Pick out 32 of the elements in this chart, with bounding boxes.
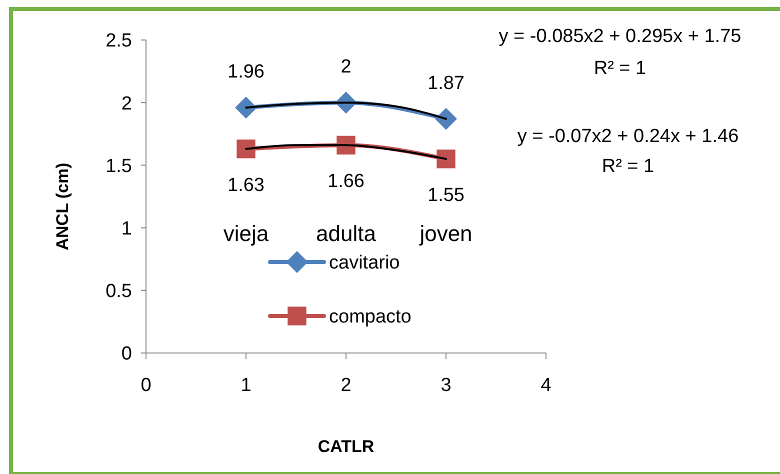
annotation: adulta [316, 221, 377, 246]
x-tick-label: 0 [140, 375, 152, 396]
y-tick-label: 2 [121, 93, 132, 114]
x-axis-title: CATLR [318, 437, 374, 456]
point [435, 108, 457, 130]
text: R² = 1 [594, 58, 646, 79]
y-tick-label: 2.5 [106, 30, 132, 52]
data-label: 1.55 [428, 184, 464, 206]
x-tick-label: 4 [540, 375, 552, 396]
text: R² = 1 [602, 156, 654, 177]
data-label: 2 [340, 56, 352, 78]
point [436, 150, 456, 168]
y-axis-title: ANCL (cm) [53, 162, 72, 250]
x-tick-label: 3 [440, 375, 452, 396]
x-tick-label: 1 [240, 375, 252, 396]
x-tick-label: 2 [340, 375, 352, 396]
annotation: y = -0.085x2 + 0.295x + 1.75 [498, 26, 742, 47]
data-label: 1.63 [228, 174, 264, 196]
point [236, 140, 256, 158]
legend-label: compacto [329, 306, 412, 328]
y-tick-label: 1.5 [106, 156, 132, 177]
annotation: y = -0.07x2 + 0.24x + 1.46 [517, 126, 739, 147]
annotation: joven [418, 221, 472, 246]
y-tick-label: 0.5 [106, 281, 132, 302]
point [235, 96, 257, 119]
y-tick-label: 1 [121, 218, 132, 240]
legend-label: cavitario [329, 252, 400, 274]
annotation: vieja [223, 221, 270, 246]
data-label: 1.87 [428, 72, 464, 94]
y-tick-label: 0 [121, 344, 132, 365]
data-label: 1.66 [328, 171, 364, 192]
data-label: 1.96 [228, 62, 264, 83]
